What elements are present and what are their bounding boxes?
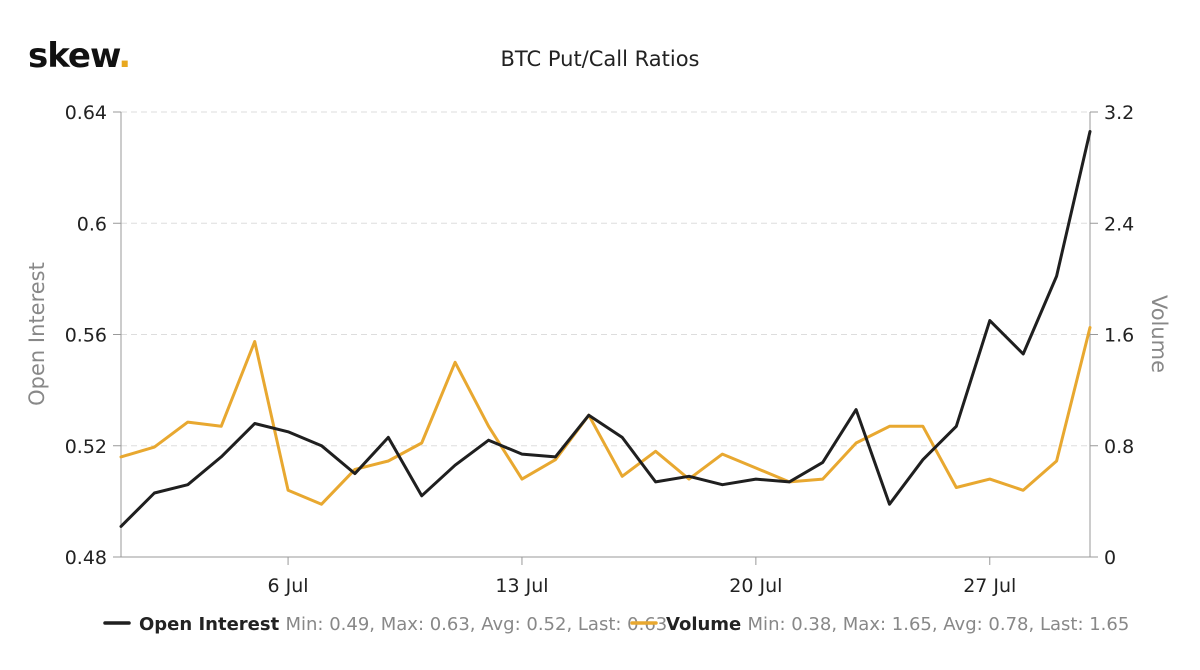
logo-dot: .	[118, 36, 131, 76]
open-interest-line	[119, 130, 1092, 528]
legend-text: Volume Min: 0.38, Max: 1.65, Avg: 0.78, …	[666, 614, 1129, 635]
left-axis-title: Open Interest	[25, 262, 49, 406]
skew-logo: skew.	[28, 36, 131, 76]
legend-item-volume[interactable]: Volume Min: 0.38, Max: 1.65, Avg: 0.78, …	[630, 614, 1129, 635]
right-tick-label: 1.6	[1104, 325, 1134, 347]
right-tick-label: 0	[1104, 547, 1116, 569]
volume-line	[119, 326, 1092, 506]
legend-item-open-interest[interactable]: Open Interest Min: 0.49, Max: 0.63, Avg:…	[103, 614, 667, 635]
left-tick-label: 0.48	[65, 547, 107, 569]
x-tick-label: 6 Jul	[268, 575, 309, 597]
left-tick-label: 0.56	[65, 325, 107, 347]
legend[interactable]: Open Interest Min: 0.49, Max: 0.63, Avg:…	[103, 614, 1129, 635]
x-tick-label: 13 Jul	[495, 575, 548, 597]
left-tick-label: 0.64	[65, 102, 107, 124]
right-tick-label: 0.8	[1104, 436, 1134, 458]
x-tick-label: 27 Jul	[963, 575, 1016, 597]
tick-labels: 0.48 0.52 0.56 0.6 0.64 0 0.8 1.6 2.4 3.2 6 Jul 13 …	[65, 102, 1135, 597]
axes	[113, 111, 1098, 565]
right-tick-label: 2.4	[1104, 213, 1134, 235]
x-tick-label: 20 Jul	[729, 575, 782, 597]
legend-text: Open Interest Min: 0.49, Max: 0.63, Avg:…	[139, 614, 667, 635]
right-axis-title: Volume	[1147, 295, 1171, 373]
chart-title: BTC Put/Call Ratios	[501, 47, 700, 71]
left-tick-label: 0.52	[65, 436, 107, 458]
right-tick-label: 3.2	[1104, 102, 1134, 124]
logo-text: skew	[28, 36, 119, 76]
series-lines	[119, 130, 1092, 528]
left-tick-label: 0.6	[77, 213, 107, 235]
